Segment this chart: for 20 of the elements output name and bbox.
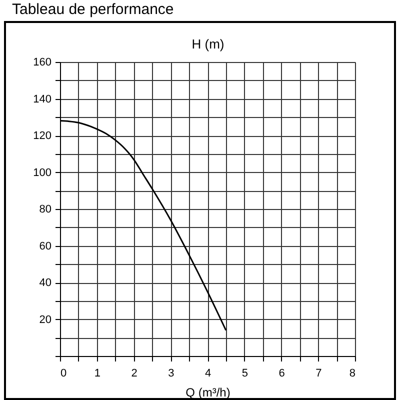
y-tick-label: 40 [39,277,52,289]
x-tick-label: 8 [349,368,356,380]
x-tick-label: 1 [94,368,100,380]
x-tick-label: 4 [204,368,212,380]
x-tick-label: 7 [316,368,322,380]
x-tick-label: 2 [131,368,138,380]
y-tick-label: 100 [33,166,52,179]
y-tick-label: 140 [33,93,52,106]
y-tick-label: 120 [33,130,52,142]
y-tick-label: 60 [39,240,52,252]
y-tick-label: 20 [39,314,52,326]
y-axis-title: H (m) [192,36,224,52]
x-axis-title: Q (m³/h) [186,386,230,400]
x-tick-label: 0 [60,368,67,380]
x-tick-label: 6 [278,368,285,380]
y-tick-label: 80 [39,204,52,216]
x-tick-label: 5 [242,368,248,380]
y-tick-label: 160 [33,56,52,68]
chart-title: Tableau de performance [12,1,174,18]
x-tick-label: 3 [168,368,174,380]
